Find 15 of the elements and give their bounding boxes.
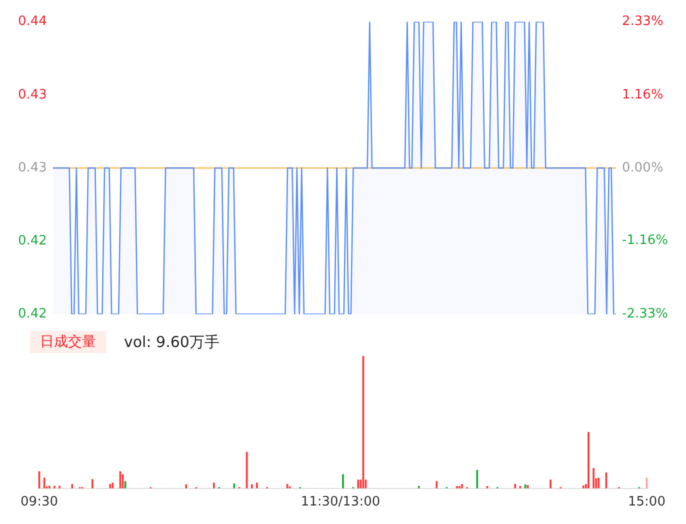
y2-tick-label: 0.00% — [622, 160, 664, 176]
text: vol: 9.60万手 — [124, 332, 220, 352]
x-tick-label: 09:30 — [20, 494, 58, 510]
y2-tick-label: -2.33% — [622, 306, 668, 322]
y2-tick-label: -1.16% — [622, 233, 668, 248]
text: 日成交量 — [30, 331, 106, 353]
y-tick-label: 0.42 — [18, 306, 47, 322]
y-tick-label: 0.42 — [18, 233, 47, 248]
y-tick-label: 0.44 — [18, 14, 47, 30]
x-tick-label: 15:00 — [628, 494, 666, 510]
y-tick-label: 0.43 — [18, 160, 47, 176]
y-tick-label: 0.43 — [18, 87, 47, 102]
y2-tick-label: 2.33% — [622, 14, 664, 30]
x-tick-label: 11:30/13:00 — [300, 494, 380, 510]
y2-tick-label: 1.16% — [622, 88, 664, 103]
